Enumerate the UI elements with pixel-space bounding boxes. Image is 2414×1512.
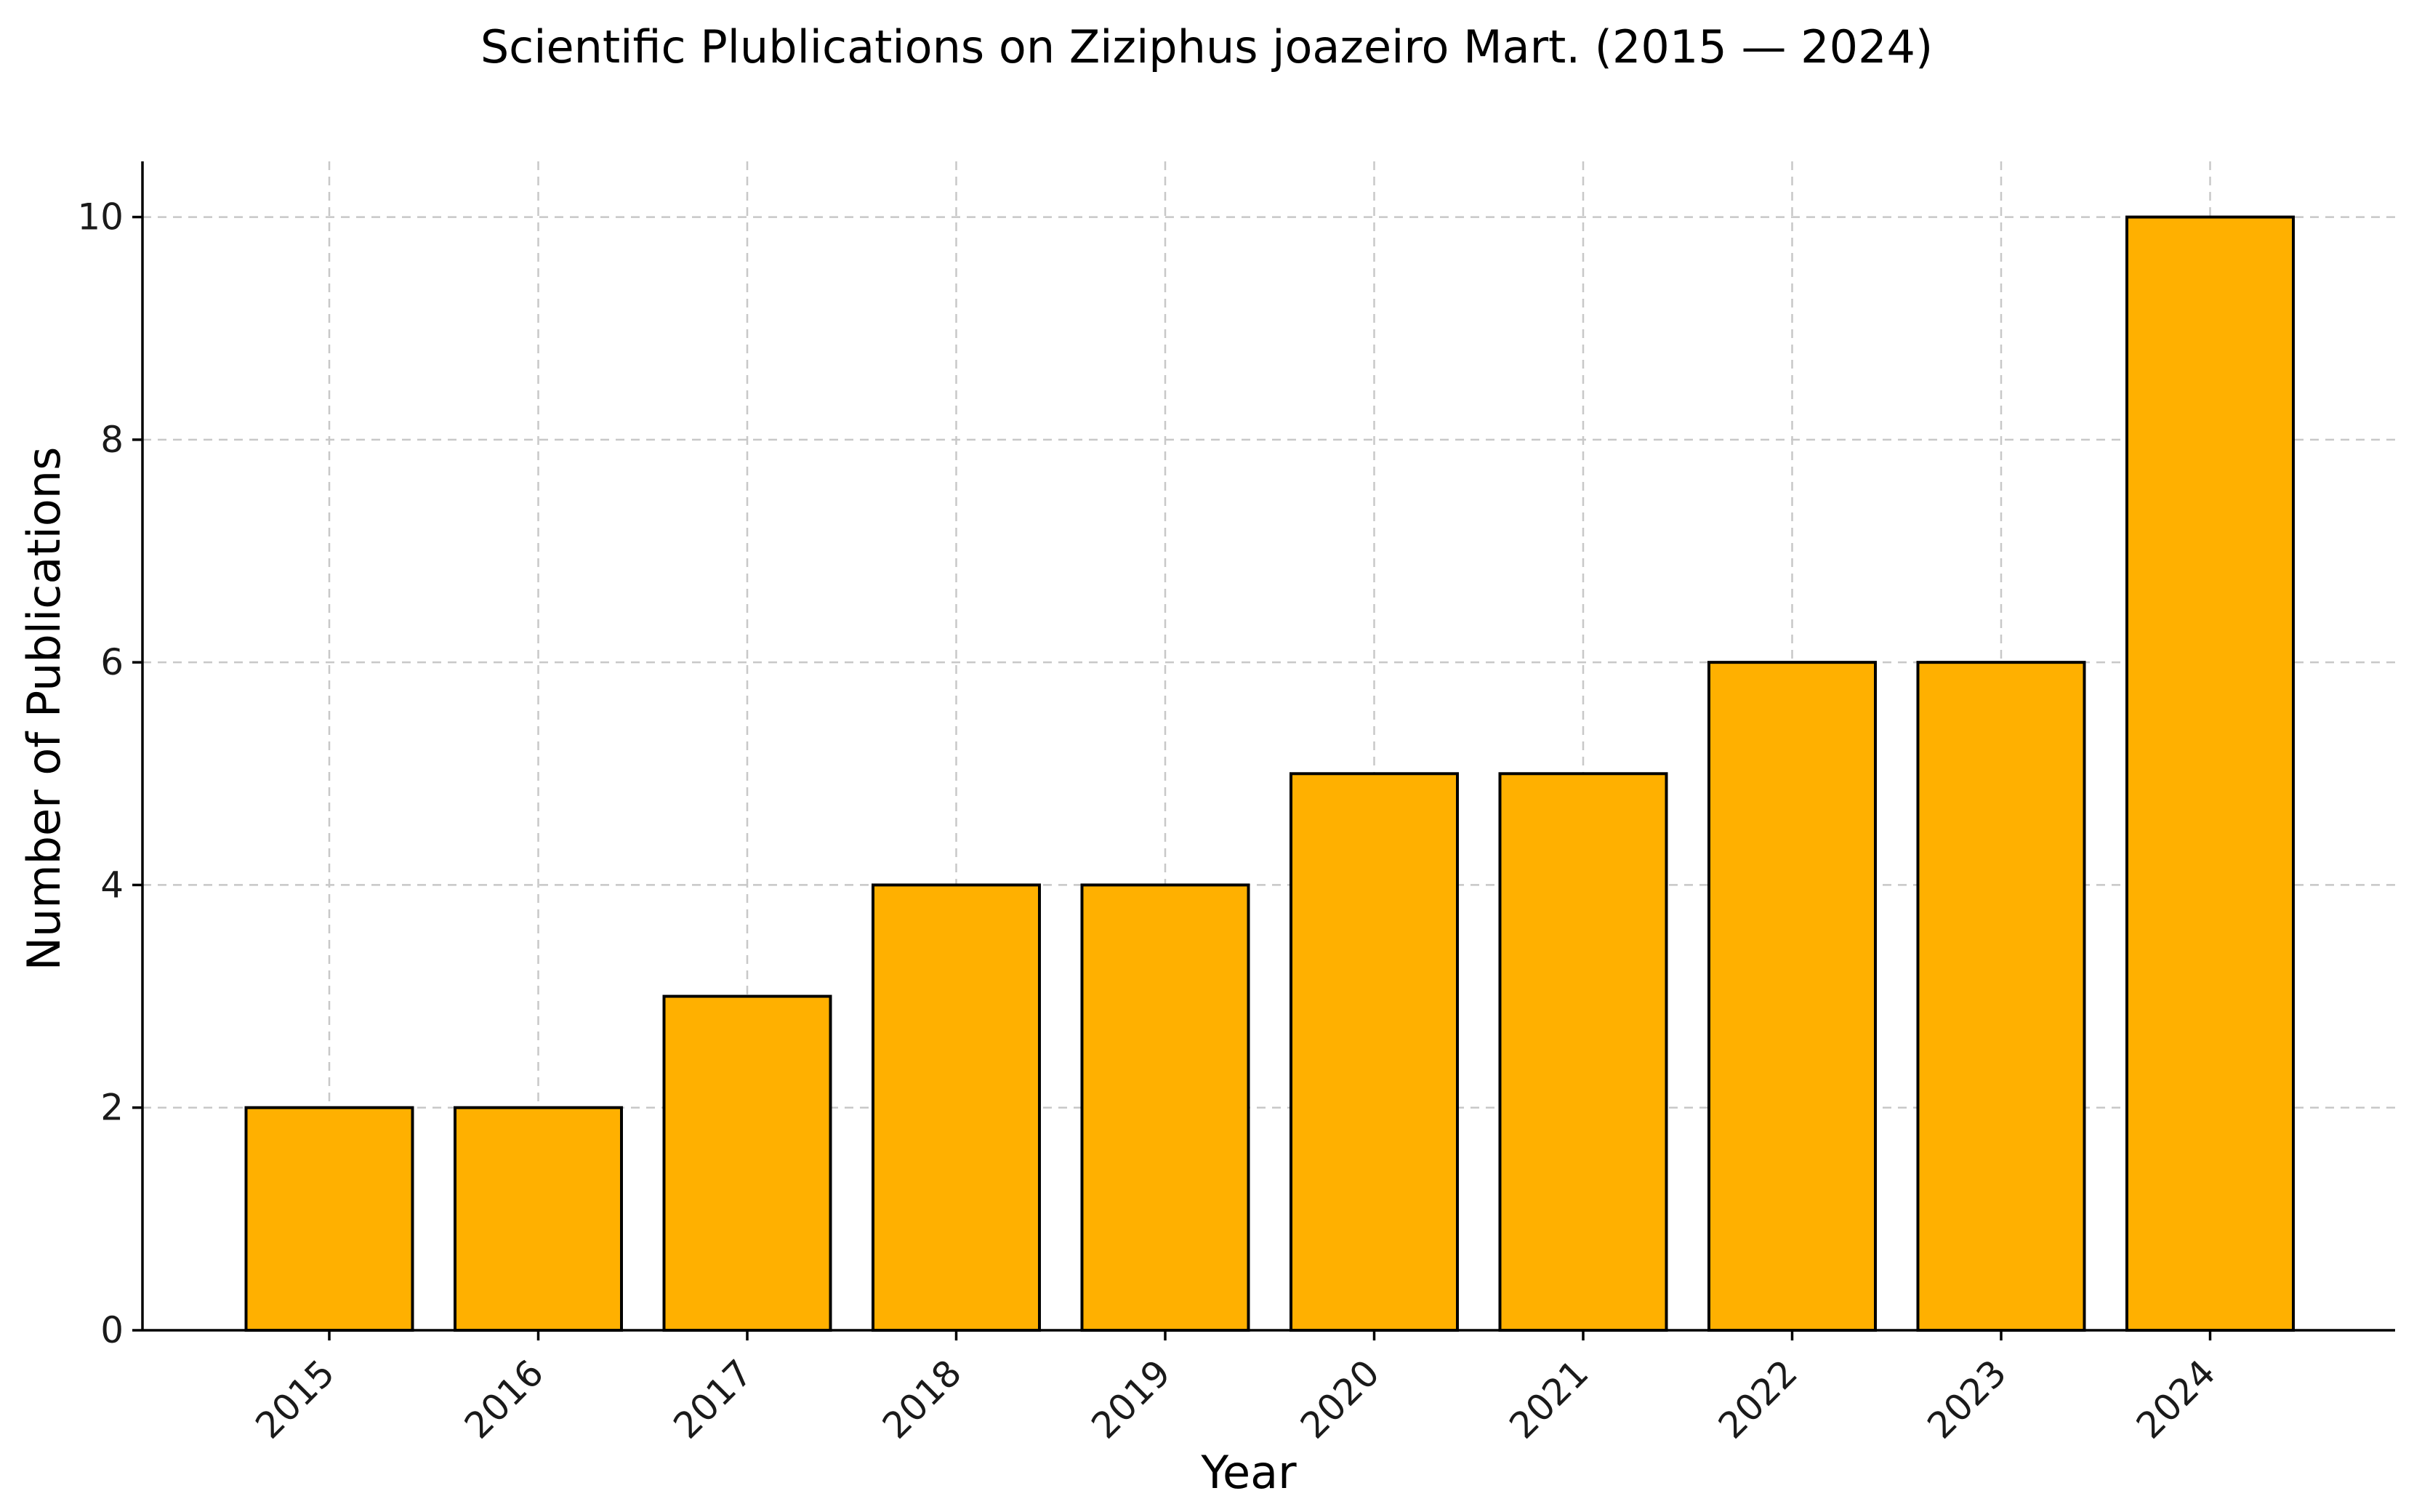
y-axis-label: Number of Publications [17, 447, 71, 971]
x-ticks: 2015 2016 2017 2018 2019 2020 2021 2022 2023 2024 [247, 1330, 2224, 1447]
x-tick-label: 2024 [2128, 1351, 2224, 1447]
bars [244, 215, 2295, 1332]
chart-title: Scientific Plublications on Ziziphus joa… [480, 20, 1933, 73]
bar-2016 [454, 1106, 623, 1332]
y-tick-label: 4 [100, 864, 124, 906]
bar-2018 [872, 883, 1041, 1332]
y-ticks: 0 2 4 6 8 10 [77, 196, 142, 1351]
bar-2019 [1080, 883, 1250, 1332]
bar-2017 [662, 994, 832, 1332]
x-tick-label: 2023 [1919, 1351, 2014, 1447]
x-tick-label: 2022 [1710, 1351, 1806, 1447]
y-tick-label: 2 [100, 1087, 124, 1129]
bar-2015 [244, 1106, 414, 1332]
y-tick-label: 6 [100, 641, 124, 683]
x-tick-label: 2019 [1083, 1351, 1178, 1447]
bar-2021 [1498, 772, 1668, 1332]
y-tick-label: 0 [100, 1309, 124, 1351]
axes [141, 161, 2395, 1332]
x-tick-label: 2021 [1501, 1351, 1596, 1447]
x-tick-label: 2020 [1292, 1351, 1388, 1447]
bar-2023 [1916, 661, 2086, 1332]
y-tick-label: 10 [77, 196, 124, 238]
bar-2022 [1707, 661, 1877, 1332]
y-tick-label: 8 [100, 419, 124, 461]
x-tick-label: 2017 [665, 1351, 760, 1447]
x-tick-label: 2016 [456, 1351, 552, 1447]
bar-2024 [2125, 215, 2295, 1332]
x-tick-label: 2015 [247, 1351, 342, 1447]
x-axis-label: Year [1200, 1446, 1297, 1499]
x-tick-label: 2018 [874, 1351, 970, 1447]
bar-2020 [1290, 772, 1459, 1332]
